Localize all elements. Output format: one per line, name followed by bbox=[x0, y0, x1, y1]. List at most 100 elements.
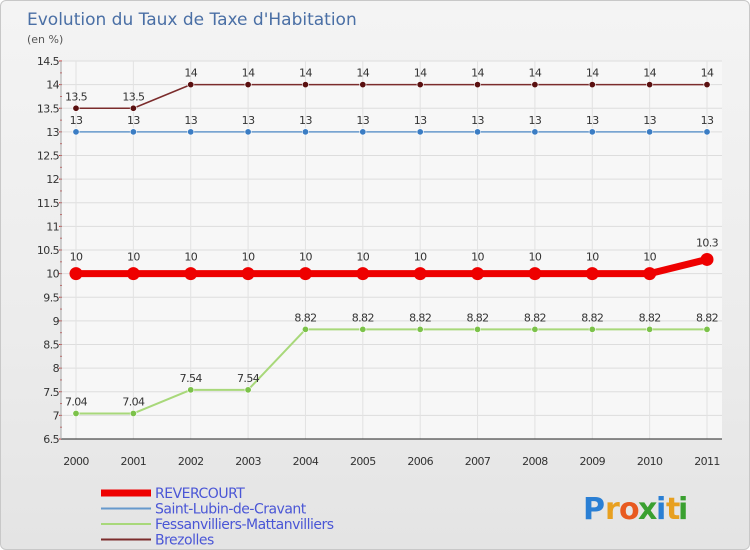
data-point bbox=[700, 252, 714, 266]
x-tick-label: 2003 bbox=[235, 455, 261, 468]
data-point bbox=[646, 325, 654, 333]
data-label: 10 bbox=[529, 251, 542, 264]
data-point bbox=[187, 386, 195, 394]
data-labels: 13.5 13.5 14 14 14 14 14 14 14 14 14 14 13 13 13 13 13 13… bbox=[65, 67, 719, 409]
y-tick-label: 10 bbox=[46, 268, 59, 281]
data-label: 10 bbox=[414, 251, 427, 264]
data-point bbox=[474, 81, 482, 89]
data-label: 8.82 bbox=[581, 311, 603, 324]
data-point bbox=[187, 81, 195, 89]
data-label: 10 bbox=[127, 251, 140, 264]
data-point bbox=[703, 128, 711, 136]
data-label: 13 bbox=[586, 114, 599, 127]
data-label: 14 bbox=[356, 67, 369, 80]
logo-letter: i bbox=[678, 492, 688, 527]
legend-label: REVERCOURT bbox=[155, 486, 245, 502]
series-line-3 bbox=[75, 328, 708, 415]
x-tick-label: 2011 bbox=[694, 455, 720, 468]
x-tick-label: 2000 bbox=[63, 455, 89, 468]
series bbox=[69, 81, 714, 417]
data-label: 7.04 bbox=[122, 395, 145, 408]
data-point bbox=[646, 128, 654, 136]
series-line-2 bbox=[72, 255, 711, 278]
y-tick-label: 13.5 bbox=[37, 102, 60, 115]
data-label: 10 bbox=[586, 251, 599, 264]
x-tick-label: 2002 bbox=[178, 455, 204, 468]
logo-letter: o bbox=[619, 492, 640, 527]
logo-letter: x bbox=[638, 492, 657, 527]
data-label: 8.82 bbox=[524, 311, 546, 324]
data-label: 14 bbox=[529, 67, 542, 80]
data-point bbox=[646, 81, 654, 89]
y-tick-label: 7.5 bbox=[43, 386, 59, 399]
data-point bbox=[244, 386, 252, 394]
data-point bbox=[187, 128, 195, 136]
data-point bbox=[413, 267, 427, 281]
data-point bbox=[531, 128, 539, 136]
data-point bbox=[129, 128, 137, 136]
data-point bbox=[244, 128, 252, 136]
data-label: 10.3 bbox=[696, 236, 719, 249]
data-label: 13 bbox=[701, 114, 714, 127]
data-point bbox=[474, 128, 482, 136]
data-label: 13 bbox=[643, 114, 656, 127]
data-label: 13 bbox=[299, 114, 312, 127]
data-point bbox=[359, 325, 367, 333]
legend-label: Brezolles bbox=[155, 533, 214, 549]
data-point bbox=[298, 267, 312, 281]
data-point bbox=[72, 409, 80, 417]
y-tick-label: 14 bbox=[46, 79, 59, 92]
data-label: 10 bbox=[643, 251, 656, 264]
data-point bbox=[531, 81, 539, 89]
data-point bbox=[585, 267, 599, 281]
y-tick-label: 13 bbox=[46, 126, 59, 139]
x-tick-label: 2006 bbox=[407, 455, 433, 468]
data-label: 10 bbox=[242, 251, 255, 264]
data-label: 8.82 bbox=[352, 311, 374, 324]
x-tick-label: 2001 bbox=[121, 455, 147, 468]
x-tick-label: 2007 bbox=[465, 455, 491, 468]
data-point bbox=[301, 128, 309, 136]
data-point bbox=[129, 104, 137, 112]
legend-label: Fessanvilliers-Mattanvilliers bbox=[155, 517, 334, 533]
data-label: 13 bbox=[127, 114, 140, 127]
data-label: 14 bbox=[701, 67, 714, 80]
data-label: 14 bbox=[643, 67, 656, 80]
data-point bbox=[703, 325, 711, 333]
data-label: 14 bbox=[414, 67, 427, 80]
data-label: 10 bbox=[70, 251, 83, 264]
data-point bbox=[528, 267, 542, 281]
x-tick-label: 2004 bbox=[293, 455, 319, 468]
data-label: 13 bbox=[471, 114, 484, 127]
data-point bbox=[359, 81, 367, 89]
x-tick-label: 2008 bbox=[522, 455, 548, 468]
data-label: 7.54 bbox=[180, 372, 203, 385]
y-axis-unit: (en %) bbox=[27, 33, 63, 46]
data-label: 8.82 bbox=[409, 311, 431, 324]
y-tick-label: 14.5 bbox=[37, 55, 60, 68]
data-label: 8.82 bbox=[696, 311, 718, 324]
data-point bbox=[244, 81, 252, 89]
y-tick-label: 11 bbox=[46, 220, 59, 233]
data-point bbox=[643, 267, 657, 281]
y-tick-label: 6.5 bbox=[43, 433, 59, 446]
logo-letter: t bbox=[666, 492, 680, 527]
data-label: 10 bbox=[299, 251, 312, 264]
data-label: 13 bbox=[356, 114, 369, 127]
data-label: 13 bbox=[242, 114, 255, 127]
legend-label: Saint-Lubin-de-Cravant bbox=[155, 502, 307, 518]
y-tick-label: 10.5 bbox=[37, 244, 60, 257]
y-tick-label: 7 bbox=[53, 409, 60, 422]
y-tick-label: 9.5 bbox=[43, 291, 59, 304]
x-tick-label: 2005 bbox=[350, 455, 376, 468]
data-point bbox=[588, 325, 596, 333]
y-tick-label: 9 bbox=[53, 315, 60, 328]
data-point bbox=[69, 267, 83, 281]
logo-letter: P bbox=[583, 492, 605, 527]
data-point bbox=[416, 325, 424, 333]
data-point bbox=[588, 81, 596, 89]
y-tick-label: 8 bbox=[53, 362, 60, 375]
data-label: 8.82 bbox=[294, 311, 316, 324]
